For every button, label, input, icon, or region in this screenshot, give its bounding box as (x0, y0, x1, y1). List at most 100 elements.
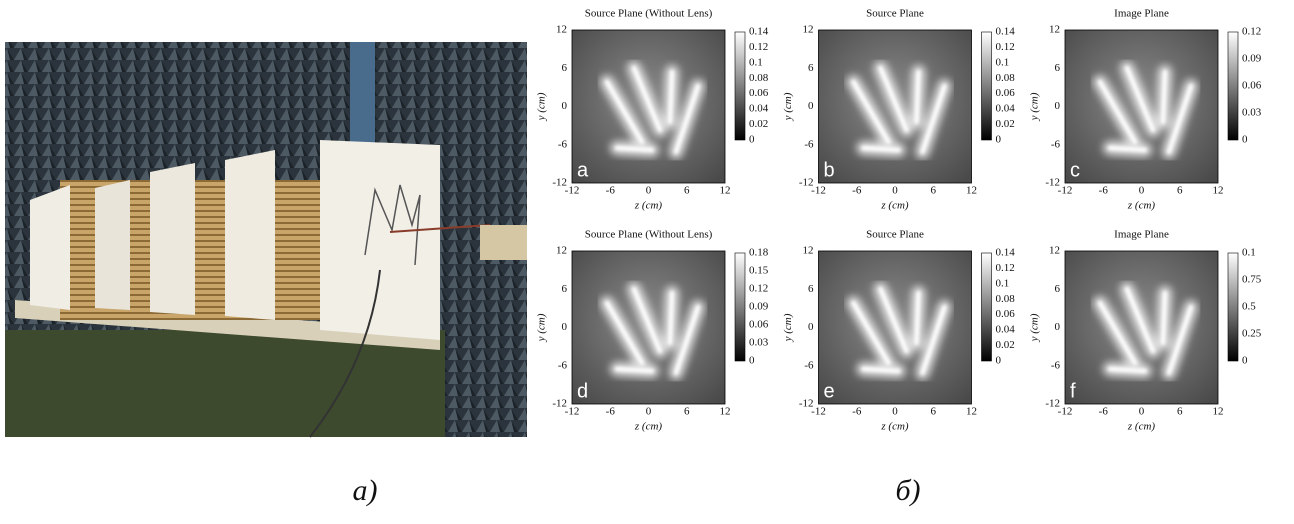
y-tick-label: 6 (808, 283, 814, 295)
y-tick-label: -6 (804, 138, 814, 150)
heatmap-pattern (846, 282, 952, 380)
colorbar-tick-label: 0.15 (749, 265, 769, 277)
colorbar-tick-label: 0.1 (1242, 247, 1256, 259)
colorbar-tick-label: 0.5 (1242, 301, 1256, 313)
y-tick-label: 6 (562, 62, 568, 74)
x-axis-label: z (cm) (880, 421, 909, 433)
x-tick-label: -12 (811, 406, 826, 418)
colorbar-tick-label: 0 (1242, 355, 1248, 367)
y-axis-label: y (cm) (782, 313, 794, 342)
y-tick-label: -12 (1045, 177, 1060, 189)
colorbar-tick-label: 0 (996, 355, 1002, 367)
x-tick-label: 0 (892, 185, 898, 197)
y-tick-label: -6 (804, 359, 814, 371)
x-axis-label: z (cm) (1127, 200, 1156, 212)
y-tick-label: 12 (803, 24, 814, 36)
x-tick-label: 12 (966, 185, 977, 197)
y-tick-label: 0 (1055, 321, 1061, 333)
y-tick-label: -12 (552, 398, 567, 410)
y-tick-label: 0 (808, 100, 814, 112)
frame (1064, 29, 1219, 184)
heatmap-pattern (1093, 282, 1198, 380)
colorbar-tick-label: 0.08 (749, 72, 769, 84)
frame (571, 29, 726, 184)
y-tick-label: 0 (562, 321, 568, 333)
y-axis-label: y (cm) (536, 92, 548, 121)
y-tick-label: 12 (803, 245, 814, 257)
y-axis-label: y (cm) (1029, 313, 1041, 342)
panel-title: Source Plane (866, 8, 924, 20)
colorbar (981, 31, 992, 141)
colorbar-tick-label: 0.06 (996, 308, 1016, 320)
panel-title: Source Plane (866, 229, 924, 241)
y-tick-label: 12 (556, 245, 567, 257)
x-tick-label: -12 (565, 406, 580, 418)
panel-letter: e (824, 380, 835, 402)
colorbar-tick-label: 0 (749, 134, 755, 146)
y-tick-label: -12 (1045, 398, 1060, 410)
frame (818, 29, 972, 184)
x-tick-label: 12 (966, 406, 977, 418)
colorbar-tick-label: 0.14 (996, 26, 1016, 38)
colorbar-tick-label: 0.18 (749, 247, 769, 259)
y-tick-label: 6 (1055, 283, 1061, 295)
colorbar-tick-label: 0.02 (996, 118, 1015, 130)
colorbar (734, 31, 746, 141)
x-tick-label: 0 (646, 406, 652, 418)
x-tick-label: 12 (1213, 406, 1224, 418)
panel-letter: b (824, 159, 835, 181)
y-tick-label: 12 (556, 24, 567, 36)
colorbar-tick-label: 0.75 (1242, 274, 1262, 286)
colorbar (1227, 31, 1239, 141)
y-tick-label: 0 (808, 321, 814, 333)
colorbar-tick-label: 0.04 (996, 324, 1016, 336)
x-tick-label: -6 (1099, 406, 1109, 418)
x-tick-label: 6 (684, 406, 690, 418)
colorbar-tick-label: 0.03 (749, 337, 769, 349)
heatmap-pattern (846, 61, 952, 159)
colorbar-tick-label: 0 (749, 355, 755, 367)
colorbar-tick-label: 0.12 (996, 41, 1015, 53)
panel-title: Image Plane (1114, 229, 1169, 241)
x-tick-label: 6 (931, 185, 937, 197)
colorbar-tick-label: 0.12 (1242, 26, 1261, 38)
colorbar-tick-label: 0.06 (1242, 80, 1262, 92)
panel-letter: a (577, 159, 589, 181)
colorbar-tick-label: 0.02 (749, 118, 768, 130)
x-tick-label: 6 (684, 185, 690, 197)
y-tick-label: 0 (1055, 100, 1061, 112)
bright-core (605, 66, 700, 154)
y-tick-label: -12 (799, 177, 814, 189)
y-axis-label: y (cm) (536, 313, 548, 342)
colorbar-tick-label: 0.03 (1242, 107, 1262, 119)
y-tick-label: 6 (562, 283, 568, 295)
colorbar (734, 252, 746, 362)
x-axis-label: z (cm) (634, 421, 663, 433)
y-tick-label: 0 (562, 100, 568, 112)
panel-letter: f (1070, 380, 1076, 402)
colorbar-tick-label: 0.1 (996, 277, 1010, 289)
x-tick-label: -12 (1058, 185, 1073, 197)
panel-letter: d (577, 380, 588, 402)
x-tick-label: 6 (931, 406, 937, 418)
colorbar-tick-label: 0.25 (1242, 328, 1262, 340)
x-tick-label: -6 (606, 406, 616, 418)
y-tick-label: -6 (1051, 138, 1061, 150)
colorbar-tick-label: 0.08 (996, 72, 1016, 84)
colorbar-tick-label: 0.06 (749, 319, 769, 331)
colorbar-tick-label: 0 (996, 134, 1002, 146)
bright-core (605, 287, 700, 375)
x-axis-label: z (cm) (880, 200, 909, 212)
x-tick-label: -6 (1099, 185, 1109, 197)
colorbar-tick-label: 0.08 (996, 293, 1016, 305)
colorbar-tick-label: 0.02 (996, 339, 1015, 351)
bright-core (851, 66, 947, 154)
colorbar-tick-label: 0.12 (996, 262, 1015, 274)
bright-core (851, 287, 947, 375)
x-tick-label: 0 (892, 406, 898, 418)
bright-core (1098, 287, 1193, 375)
x-tick-label: 0 (1139, 406, 1145, 418)
colorbar-tick-label: 0.09 (749, 301, 769, 313)
x-tick-label: 12 (720, 185, 731, 197)
